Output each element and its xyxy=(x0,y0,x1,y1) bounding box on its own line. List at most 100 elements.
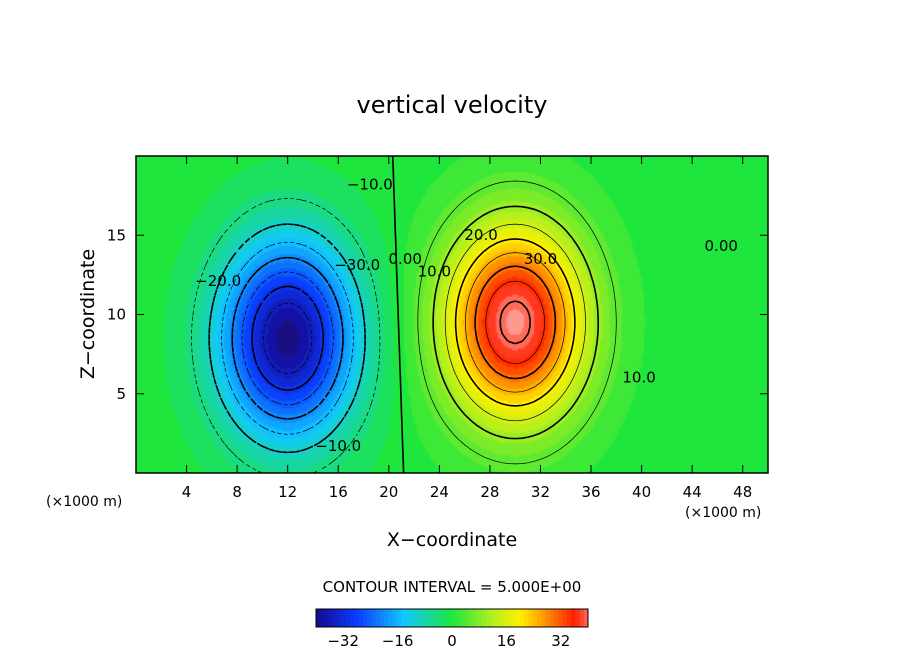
y-axis-ticks: 5 10 15 xyxy=(107,226,768,403)
contour-label: 10.0 xyxy=(418,262,451,280)
colorbar-cell xyxy=(503,609,508,627)
colorbar-cell xyxy=(469,609,474,627)
x-tick-label: 28 xyxy=(480,483,499,501)
contour-line xyxy=(465,252,566,393)
contour-line xyxy=(251,285,325,391)
contour-line xyxy=(432,205,599,440)
x-tick-label: 16 xyxy=(329,483,348,501)
colorbar-cell xyxy=(405,609,410,627)
colorbar-cell xyxy=(396,609,402,627)
colorbar-cell xyxy=(341,609,347,627)
contour-label: −30.0 xyxy=(334,256,380,274)
colorbar-cell xyxy=(494,609,500,627)
colorbar-cell xyxy=(350,609,355,627)
colorbar-cell xyxy=(324,609,330,627)
plot-area: −10.0−30.0−20.0−10.00.0010.020.030.010.0… xyxy=(136,156,768,473)
contour-label: 20.0 xyxy=(464,226,497,244)
colorbar-cell xyxy=(443,609,449,627)
contour-line xyxy=(485,280,546,365)
colorbar-cell xyxy=(384,609,389,627)
heatmap-image xyxy=(136,156,768,473)
colorbar-cell xyxy=(379,609,385,627)
x-unit-left: (×1000 m) xyxy=(46,494,122,510)
contour-label: 0.00 xyxy=(389,250,422,268)
x-tick-label: 24 xyxy=(430,483,449,501)
x-axis-title: X−coordinate xyxy=(387,529,517,551)
colorbar-cell xyxy=(528,609,534,627)
colorbar-cell xyxy=(545,609,551,627)
colorbar-cell xyxy=(562,609,568,627)
colorbar-cell xyxy=(371,609,376,627)
x-tick-label: 40 xyxy=(632,483,651,501)
colorbar-cell xyxy=(511,609,517,627)
contour-lines xyxy=(191,156,617,473)
colorbar-cell xyxy=(498,609,504,627)
colorbar-cell xyxy=(362,609,368,627)
colorbar-cell xyxy=(460,609,466,627)
colorbar-cell xyxy=(328,609,334,627)
colorbar-cell xyxy=(316,609,321,627)
colorbar-cell xyxy=(515,609,521,627)
colorbar-stripes xyxy=(315,608,589,628)
x-unit-right: (×1000 m) xyxy=(685,505,761,521)
x-tick-label: 48 xyxy=(733,483,752,501)
colorbar-cell xyxy=(579,609,585,627)
x-tick-label: 8 xyxy=(232,483,242,501)
contour-labels: −10.0−30.0−20.0−10.00.0010.020.030.010.0… xyxy=(195,175,738,455)
colorbar-cell xyxy=(486,609,491,627)
colorbar-cell xyxy=(520,609,525,627)
x-tick-label: 12 xyxy=(278,483,297,501)
colorbar-cell xyxy=(537,609,542,627)
colorbar-cell xyxy=(409,609,415,627)
contour-label: 30.0 xyxy=(524,250,557,268)
colorbar-cell xyxy=(392,609,398,627)
colorbar-cell xyxy=(554,609,559,627)
contour-label: 0.00 xyxy=(705,237,738,255)
colorbar-cell xyxy=(473,609,478,627)
colorbar-cell xyxy=(337,609,342,627)
colorbar-cell xyxy=(435,609,440,627)
colorbar-cell xyxy=(426,609,432,627)
contour-line xyxy=(221,241,354,435)
contour-line xyxy=(391,156,405,473)
contour-interval-text: CONTOUR INTERVAL = 5.000E+00 xyxy=(323,578,582,596)
y-tick-label: 10 xyxy=(107,306,126,324)
colorbar-cell xyxy=(477,609,483,627)
contour-line xyxy=(499,300,531,345)
colorbar-cell xyxy=(388,609,393,627)
contour-label: 10.0 xyxy=(622,369,655,387)
contour-line xyxy=(417,180,617,465)
colorbar-cell xyxy=(583,609,589,627)
colorbar-cell xyxy=(333,609,338,627)
colorbar-cell xyxy=(422,609,427,627)
colorbar-cell xyxy=(447,609,453,627)
colorbar-cell xyxy=(456,609,461,627)
contour-line xyxy=(444,223,586,422)
contour-line xyxy=(191,198,381,473)
contour-line xyxy=(474,265,557,380)
colorbar-cell xyxy=(464,609,470,627)
colorbar-cell xyxy=(439,609,444,627)
colorbar-cell xyxy=(452,609,457,627)
contour-line xyxy=(454,238,576,407)
colorbar-tick-label: 32 xyxy=(551,632,570,650)
colorbar-cell xyxy=(549,609,555,627)
colorbar-cell xyxy=(345,609,351,627)
contour-line xyxy=(231,256,344,420)
y-axis-title: Z−coordinate xyxy=(77,249,99,379)
contour-line xyxy=(241,271,334,406)
colorbar-cell xyxy=(507,609,512,627)
colorbar-cell xyxy=(481,609,487,627)
contour-label: −20.0 xyxy=(195,272,241,290)
colorbar-cell xyxy=(575,609,580,627)
y-tick-label: 5 xyxy=(116,385,126,403)
contour-line xyxy=(263,302,313,374)
colorbar-ticks: −32 −16 0 16 32 xyxy=(327,632,570,650)
x-tick-label: 44 xyxy=(683,483,702,501)
x-tick-label: 4 xyxy=(182,483,192,501)
contour-label: −10.0 xyxy=(315,437,361,455)
colorbar-cell xyxy=(358,609,364,627)
colorbar-tick-label: 16 xyxy=(497,632,516,650)
colorbar-cell xyxy=(430,609,436,627)
